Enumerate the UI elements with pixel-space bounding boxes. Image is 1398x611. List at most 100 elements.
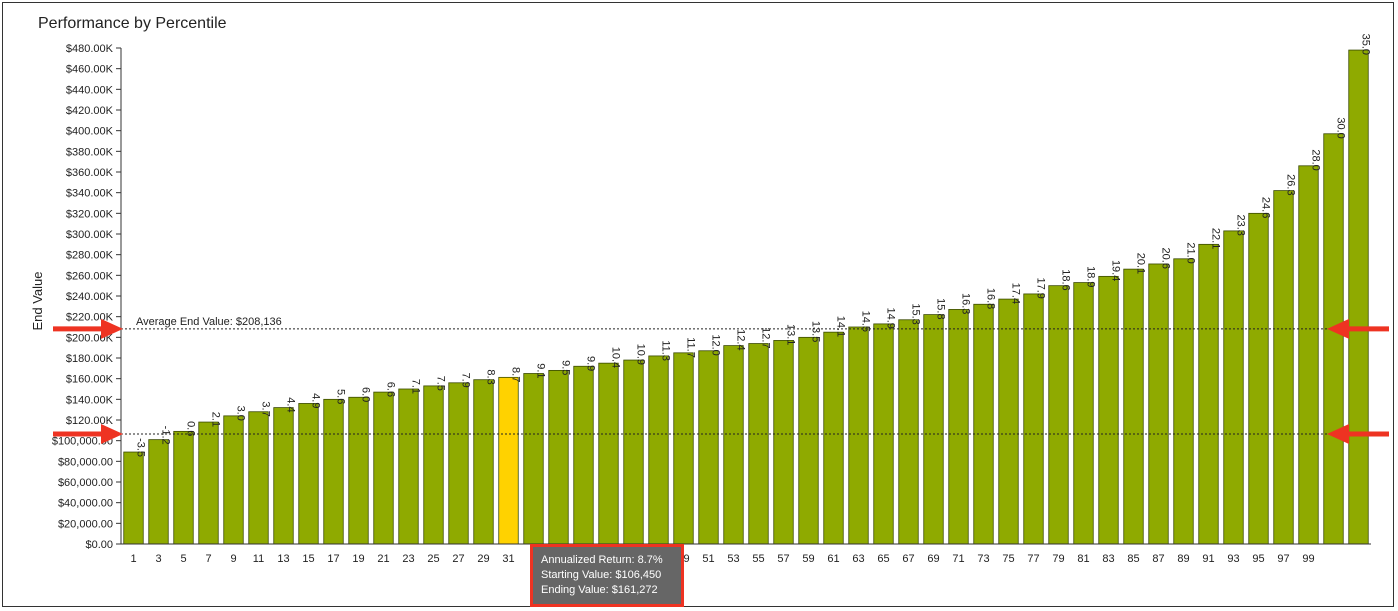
bar [648,355,669,545]
bar [1223,230,1244,545]
bar-value-label: 12.4 [735,329,747,350]
bar-value-label: 14.1 [835,316,847,337]
x-tick-label: 5 [180,553,186,565]
bar [1173,258,1194,545]
bar-value-label: 17.9 [1035,278,1047,299]
x-tick-label: 7 [205,553,211,565]
bar [1148,263,1169,545]
annotation-arrows [53,318,1389,445]
x-tick-label: 17 [327,553,339,565]
bar-value-label: 35.0 [1360,34,1372,55]
bar-value-label: 20.1 [1135,253,1147,274]
bar-value-label: -1.2 [160,426,172,445]
y-tick-label: $440.00K [66,84,114,96]
bar-value-label: 10.9 [635,344,647,365]
x-tick-label: 67 [902,553,914,565]
bar-value-label: 6.6 [385,382,397,397]
bar-value-label: 8.3 [485,369,497,384]
y-tick-label: $180.00K [66,353,114,365]
bar [1198,243,1219,545]
bar-value-label: 7.9 [460,373,472,388]
y-tick-label: $480.00K [66,43,114,55]
bar-value-label: 13.5 [810,321,822,342]
x-tick-label: 23 [402,553,414,565]
bar-value-label: 3.0 [235,406,247,421]
x-tick-label: 3 [155,553,161,565]
bar-value-label: 18.9 [1085,266,1097,287]
reference-line-label: Average End Value: $208,136 [136,316,282,328]
x-tick-label: 55 [752,553,764,565]
bar [773,340,794,545]
chart-title: Performance by Percentile [38,15,227,32]
bar [823,331,844,545]
x-tick-label: 87 [1152,553,1164,565]
bar [223,415,244,545]
arrow-left-icon [1327,424,1389,445]
y-tick-label: $80,000.00 [58,456,113,468]
bar [348,396,369,545]
y-tick-label: $100,000.00 [52,436,113,448]
arrow-left-icon [1327,318,1389,339]
bar [273,407,294,545]
chart-canvas: Performance by Percentile End Value $0.0… [30,15,1389,565]
bar-value-label: 21.0 [1185,242,1197,263]
y-tick-label: $420.00K [66,105,114,117]
tooltip-end: Ending Value: $161,272 [541,584,658,596]
bar-value-label: 3.7 [260,401,272,416]
x-tick-label: 97 [1277,553,1289,565]
bar [498,376,519,545]
bar [448,382,469,545]
bar [373,391,394,545]
bar [898,319,919,545]
tooltip-return: Annualized Return: 8.7% [541,554,663,566]
bar-value-label: 30.0 [1335,117,1347,138]
arrow-right-icon [53,424,123,445]
bar [948,309,969,545]
x-tick-label: 73 [977,553,989,565]
x-tick-label: 27 [452,553,464,565]
y-tick-label: $20,000.00 [58,518,113,530]
bar [1348,49,1369,545]
x-tick-label: 77 [1027,553,1039,565]
y-tick-label: $60,000.00 [58,477,113,489]
x-tick-label: 79 [1052,553,1064,565]
bar [1298,165,1319,545]
y-tick-label: $460.00K [66,64,114,76]
x-tick-label: 9 [230,553,236,565]
bar [848,326,869,545]
bar [923,314,944,545]
bar-value-label: 18.6 [1060,269,1072,290]
bar-value-label: 11.7 [685,337,697,358]
bar-value-label: 2.1 [210,412,222,427]
x-tick-label: 83 [1102,553,1114,565]
y-tick-label: $360.00K [66,167,114,179]
y-tick-label: $260.00K [66,270,114,282]
x-tick-label: 19 [352,553,364,565]
bar-value-label: 4.4 [285,397,297,412]
bar-value-label: 14.5 [860,311,872,332]
bar [248,411,269,545]
x-tick-label: 53 [727,553,739,565]
y-tick-label: $380.00K [66,146,114,158]
y-tick-label: $240.00K [66,291,114,303]
bar-value-label: 28.0 [1310,149,1322,170]
bar [1323,133,1344,545]
x-tick-label: 63 [852,553,864,565]
bar [1123,268,1144,545]
bar-value-label: 14.9 [885,307,897,328]
bar-value-label: 12.7 [760,327,772,348]
reference-lines: Average End Value: $208,136 [121,316,1389,435]
bar [698,350,719,545]
bar [323,398,344,545]
bar [1248,212,1269,545]
bar-value-label: 9.1 [535,363,547,378]
x-tick-label: 25 [427,553,439,565]
x-tick-label: 29 [477,553,489,565]
x-tick-label: 99 [1302,553,1314,565]
bar [798,336,819,545]
bar-value-label: 7.1 [410,379,422,394]
bar [173,430,194,545]
bar-value-label: 4.9 [310,393,322,408]
y-tick-label: $0.00 [85,539,113,551]
x-tick-label: 11 [253,553,264,565]
